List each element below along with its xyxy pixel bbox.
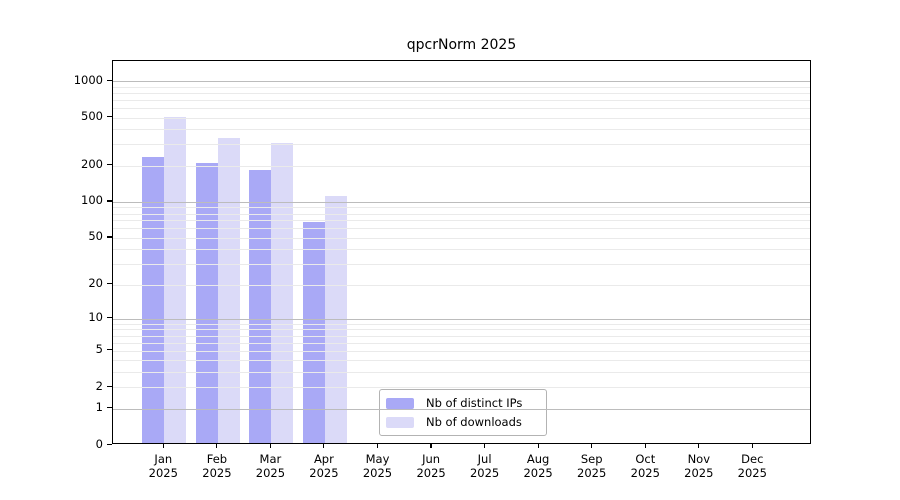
bar-downloads-mar [271,143,294,443]
plot-area: Nb of distinct IPs Nb of downloads [112,60,811,444]
minor-gridline [113,387,810,389]
y-tick-label: 1000 [73,72,103,87]
x-tick-mark [216,444,218,448]
minor-gridline [113,117,810,119]
x-tick-label-aug: Aug 2025 [523,452,553,480]
x-tick-mark [430,444,432,448]
y-tick-mark [107,349,112,351]
x-tick-mark [323,444,325,448]
downloads-swatch-icon [386,416,414,428]
minor-gridline [113,228,810,230]
minor-gridline [113,92,810,94]
minor-gridline [113,144,810,146]
minor-gridline [113,220,810,222]
minor-gridline [113,284,810,286]
minor-gridline [113,249,810,251]
minor-gridline [113,237,810,239]
minor-gridline [113,213,810,215]
y-tick-label: 500 [81,109,103,123]
x-tick-mark [269,444,271,448]
minor-gridline [113,335,810,337]
y-tick-label: 5 [95,342,103,357]
chart-title: qpcrNorm 2025 [406,37,517,53]
x-tick-label-mar: Mar 2025 [255,452,286,480]
bar-distinct-ips-mar [249,170,272,443]
minor-gridline [113,329,810,331]
minor-gridline [113,107,810,109]
minor-gridline [113,264,810,266]
x-tick-label-may: May 2025 [362,452,393,480]
minor-gridline [113,350,810,352]
y-tick-label: 0 [95,436,103,451]
x-tick-label-dec: Dec 2025 [737,452,767,480]
legend: Nb of distinct IPs Nb of downloads [379,389,547,436]
minor-gridline [113,129,810,131]
minor-gridline [113,165,810,167]
x-tick-mark [698,444,700,448]
minor-gridline [113,99,810,101]
y-tick-mark [107,283,112,285]
x-tick-label-nov: Nov 2025 [684,452,714,480]
bar-distinct-ips-feb [195,163,218,443]
y-tick-label: 10 [88,310,103,325]
x-tick-mark [376,444,379,448]
major-gridline [113,318,810,320]
legend-item-distinct-ips: Nb of distinct IPs [386,396,537,410]
y-tick-mark [107,236,112,238]
x-tick-mark [162,444,164,448]
major-gridline [113,201,810,203]
x-tick-label-oct: Oct 2025 [630,452,660,480]
x-tick-mark [591,444,593,448]
y-tick-label: 50 [88,229,103,244]
x-tick-mark [751,444,753,448]
bar-downloads-jan [164,116,187,443]
x-tick-mark [537,444,539,448]
y-tick-mark [107,443,112,445]
x-tick-label-sep: Sep 2025 [577,452,607,480]
x-tick-label-jan: Jan 2025 [148,452,178,480]
bar-distinct-ips-jan [142,157,165,443]
y-tick-mark [107,200,112,202]
minor-gridline [113,323,810,325]
legend-label-downloads: Nb of downloads [426,415,522,429]
x-tick-label-apr: Apr 2025 [309,452,339,480]
y-tick-label: 100 [81,193,103,208]
x-tick-label-feb: Feb 2025 [202,452,232,480]
y-tick-mark [107,407,112,409]
y-tick-mark [107,385,112,387]
y-tick-label: 200 [81,157,103,172]
y-tick-label: 2 [95,378,103,393]
minor-gridline [113,207,810,209]
minor-gridline [113,342,810,344]
bar-downloads-feb [217,138,240,443]
x-tick-mark [484,444,486,448]
minor-gridline [113,86,810,88]
legend-label-distinct-ips: Nb of distinct IPs [426,396,523,410]
minor-gridline [113,372,810,373]
distinct-ips-swatch-icon [386,397,414,409]
x-tick-label-jul: Jul 2025 [469,452,500,480]
major-gridline [113,81,810,82]
legend-item-downloads: Nb of downloads [386,415,537,429]
y-tick-mark [107,164,112,166]
y-tick-mark [107,317,112,319]
x-tick-label-jun: Jun 2025 [416,452,446,480]
y-tick-label: 20 [88,276,103,291]
bar-distinct-ips-apr [302,222,325,443]
x-tick-mark [644,444,646,448]
y-tick-mark [107,116,112,118]
major-gridline [113,408,810,410]
y-tick-mark [107,79,112,81]
y-tick-label: 1 [95,400,103,414]
minor-gridline [113,360,810,362]
